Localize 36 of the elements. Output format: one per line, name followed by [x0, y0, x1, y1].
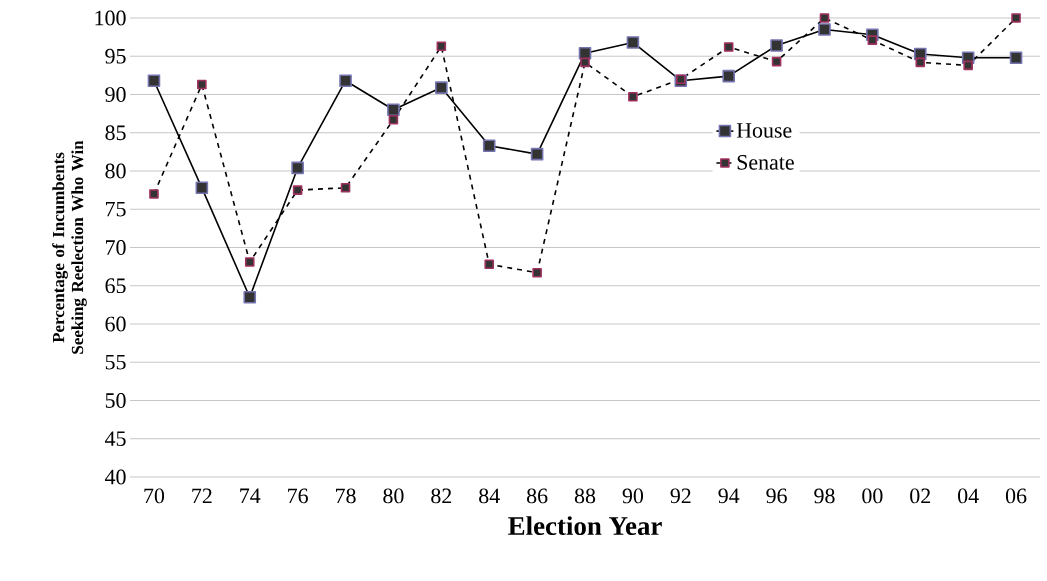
- x-tick-label: 90: [622, 488, 644, 504]
- x-tick-label: 02: [910, 488, 931, 504]
- x-tick-label: 80: [383, 488, 404, 504]
- y-tick-label: 100: [95, 10, 126, 26]
- x-tick-label: 70: [144, 488, 165, 504]
- x-tick-label: 94: [718, 488, 740, 504]
- y-tick-label: 45: [104, 431, 126, 447]
- y-tick-label: 90: [105, 87, 126, 102]
- y-tick-label: 60: [105, 316, 126, 332]
- y-tick-label: 50: [105, 393, 126, 408]
- x-tick-label: 74: [240, 488, 261, 503]
- y-tick-label: 75: [106, 201, 126, 217]
- legend-label: House: [736, 123, 792, 138]
- x-tick-label: 88: [574, 488, 596, 504]
- x-tick-label: 82: [431, 488, 452, 504]
- x-tick-label: 92: [670, 488, 691, 504]
- x-tick-label: 84: [479, 488, 500, 504]
- legend-label: Senate: [737, 154, 794, 170]
- y-tick-label: 80: [105, 163, 126, 179]
- x-tick-label: 06: [1005, 488, 1027, 504]
- x-tick-label: 76: [288, 488, 308, 504]
- x-tick-label: 98: [814, 488, 835, 504]
- x-tick-label: 78: [336, 488, 356, 504]
- y-tick-label: 95: [105, 48, 126, 64]
- x-tick-label: 00: [862, 488, 883, 504]
- y-tick-label: 85: [105, 125, 126, 141]
- y-tick-label: 70: [106, 240, 126, 255]
- x-tick-label: 86: [526, 488, 548, 504]
- x-tick-label: 72: [192, 488, 212, 504]
- x-tick-label: 04: [958, 488, 979, 504]
- x-tick-label: 96: [766, 488, 787, 504]
- y-tick-label: 40: [104, 469, 126, 485]
- x-axis-title: Election Year: [508, 516, 662, 536]
- y-tick-label: 55: [105, 354, 126, 370]
- y-axis-title: Percentage of Incumbents Seeking Reelection Who Win: [52, 140, 87, 354]
- y-tick-label: 65: [105, 278, 126, 294]
